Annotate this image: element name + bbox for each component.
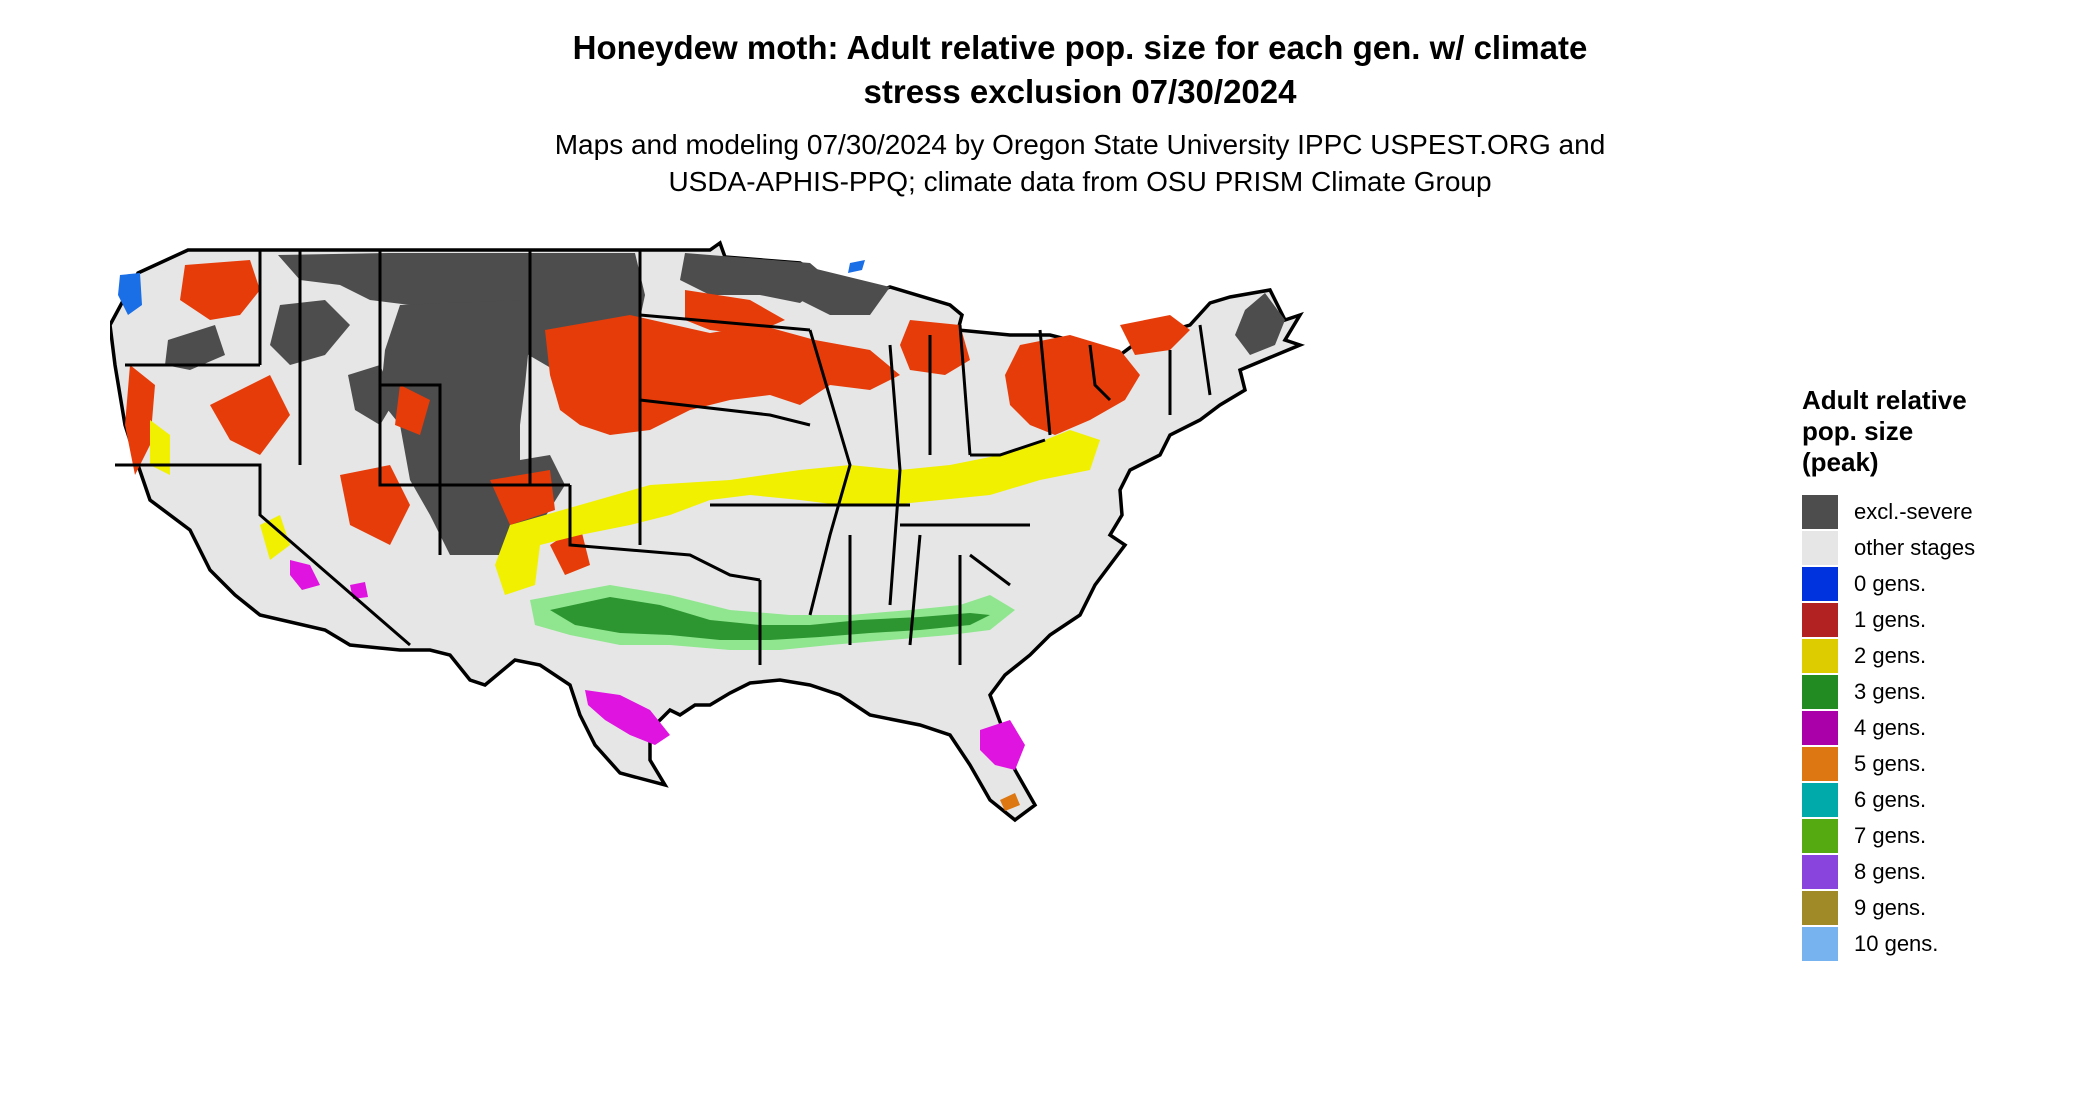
zero-gen-regions xyxy=(118,260,865,315)
legend-swatch xyxy=(1802,819,1838,853)
legend-item-excl-severe: excl.-severe xyxy=(1802,494,2092,530)
legend-label: 2 gens. xyxy=(1854,643,1927,668)
legend-label: other stages xyxy=(1854,535,1976,560)
legend-label: excl.-severe xyxy=(1854,499,1973,524)
legend-item-8-gens: 8 gens. xyxy=(1802,854,2092,890)
legend-swatch xyxy=(1802,639,1838,673)
legend-item-0-gens: 0 gens. xyxy=(1802,566,2092,602)
legend-swatch xyxy=(1802,675,1838,709)
legend-swatch xyxy=(1802,567,1838,601)
map-title-line-1: Honeydew moth: Adult relative pop. size … xyxy=(572,29,1588,66)
map-title: Honeydew moth: Adult relative pop. size … xyxy=(190,26,1970,114)
legend-swatch xyxy=(1802,891,1838,925)
legend: Adult relative pop. size (peak) excl.-se… xyxy=(1802,385,2092,962)
legend-item-2-gens: 2 gens. xyxy=(1802,638,2092,674)
three-gen-regions xyxy=(550,597,990,640)
us-map xyxy=(110,240,1305,823)
two-gen-regions xyxy=(150,420,1100,595)
state-borders xyxy=(115,250,1212,665)
legend-item-7-gens: 7 gens. xyxy=(1802,818,2092,854)
legend-item-other-stages: other stages xyxy=(1802,530,2092,566)
legend-swatch xyxy=(1802,783,1838,817)
map-subtitle-line-2: USDA-APHIS-PPQ; climate data from OSU PR… xyxy=(668,166,1492,197)
legend-item-5-gens: 5 gens. xyxy=(1802,746,2092,782)
legend-item-1-gens: 1 gens. xyxy=(1802,602,2092,638)
one-gen-regions xyxy=(125,260,1190,575)
legend-label: 3 gens. xyxy=(1854,679,1927,704)
legend-label: 1 gens. xyxy=(1854,607,1927,632)
legend-title-line-1: Adult relative xyxy=(1802,385,1967,415)
legend-label: 4 gens. xyxy=(1854,715,1927,740)
legend-label: 8 gens. xyxy=(1854,859,1927,884)
legend-label: 0 gens. xyxy=(1854,571,1927,596)
legend-label: 5 gens. xyxy=(1854,751,1927,776)
legend-swatch xyxy=(1802,711,1838,745)
legend-item-10-gens: 10 gens. xyxy=(1802,926,2092,962)
legend-title-line-2: pop. size xyxy=(1802,416,1914,446)
map-title-line-2: stress exclusion 07/30/2024 xyxy=(863,73,1297,110)
legend-item-9-gens: 9 gens. xyxy=(1802,890,2092,926)
legend-label: 7 gens. xyxy=(1854,823,1927,848)
map-subtitle-line-1: Maps and modeling 07/30/2024 by Oregon S… xyxy=(554,129,1606,160)
four-gen-regions xyxy=(290,560,1025,770)
legend-title-line-3: (peak) xyxy=(1802,447,1879,477)
legend-swatch xyxy=(1802,747,1838,781)
legend-swatch xyxy=(1802,603,1838,637)
legend-item-3-gens: 3 gens. xyxy=(1802,674,2092,710)
legend-title: Adult relative pop. size (peak) xyxy=(1802,385,2092,478)
legend-label: 9 gens. xyxy=(1854,895,1927,920)
legend-item-4-gens: 4 gens. xyxy=(1802,710,2092,746)
legend-swatch xyxy=(1802,531,1838,565)
legend-swatch xyxy=(1802,495,1838,529)
map-subtitle: Maps and modeling 07/30/2024 by Oregon S… xyxy=(190,126,1970,200)
legend-swatch xyxy=(1802,855,1838,889)
legend-item-6-gens: 6 gens. xyxy=(1802,782,2092,818)
legend-label: 10 gens. xyxy=(1854,931,1939,956)
five-gen-regions xyxy=(1000,793,1020,811)
legend-swatch xyxy=(1802,927,1838,961)
legend-label: 6 gens. xyxy=(1854,787,1927,812)
